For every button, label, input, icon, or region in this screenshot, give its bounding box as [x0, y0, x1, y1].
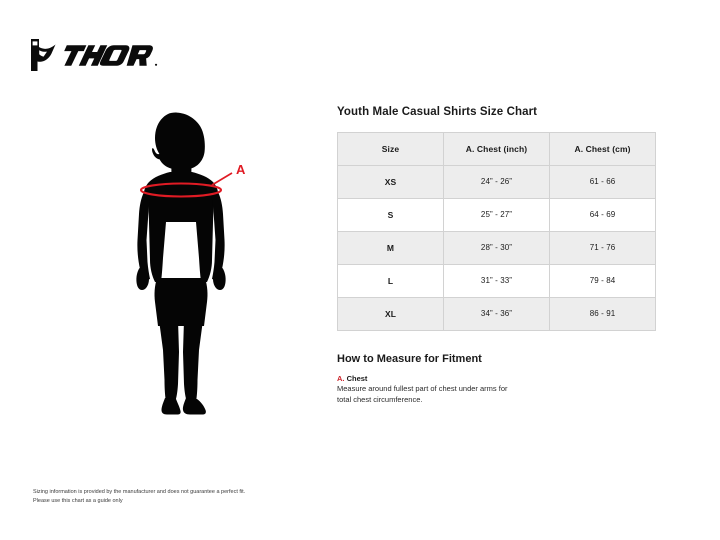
disclaimer-text: Sizing information is provided by the ma… [33, 488, 353, 506]
measure-item-key: A. [337, 373, 345, 383]
cell-chest-inch: 28” - 30” [443, 230, 550, 265]
table-row: S 25” - 27” 64 - 69 [337, 197, 656, 232]
body-silhouette [136, 112, 226, 415]
youth-silhouette-figure: A [108, 100, 268, 420]
cell-size: L [337, 263, 444, 298]
thor-wordmark [64, 45, 158, 66]
cell-size: M [337, 230, 444, 265]
measure-item-chest: A. Chest Measure around fullest part of … [337, 374, 657, 406]
cell-chest-inch: 31” - 33” [443, 263, 550, 298]
silhouette-svg: A [136, 112, 246, 415]
measure-item-description: Measure around fullest part of chest und… [337, 383, 508, 404]
cell-chest-cm: 61 - 66 [549, 164, 656, 199]
column-header-chest-inch: A. Chest (inch) [443, 131, 550, 166]
page-title: Youth Male Casual Shirts Size Chart [337, 106, 538, 118]
cell-chest-cm: 71 - 76 [549, 230, 656, 265]
chest-measure-annotation: A [139, 162, 246, 198]
measure-item-heading: A. Chest [337, 374, 657, 383]
cell-chest-inch: 25” - 27” [443, 197, 550, 232]
disclaimer-line-2: Please use this chart as a guide only [33, 498, 123, 505]
cell-size: XL [337, 296, 444, 331]
cell-chest-cm: 86 - 91 [549, 296, 656, 331]
how-to-measure-title: How to Measure for Fitment [337, 352, 482, 365]
table-row: XL 34” - 36” 86 - 91 [337, 296, 656, 331]
cell-chest-cm: 64 - 69 [549, 197, 656, 232]
table-row: XS 24” - 26” 61 - 66 [337, 164, 656, 199]
column-header-size: Size [337, 131, 444, 166]
table-row: L 31” - 33” 79 - 84 [337, 263, 656, 298]
chart-content: Youth Male Casual Shirts Size Chart Size… [337, 106, 657, 406]
cell-chest-cm: 79 - 84 [549, 263, 656, 298]
how-to-measure-section: How to Measure for Fitment A. Chest Meas… [337, 353, 657, 406]
size-chart-table: Size A. Chest (inch) A. Chest (cm) XS 24… [337, 131, 656, 331]
chest-measure-leader-line [211, 172, 233, 186]
cell-size: XS [337, 164, 444, 199]
measure-item-name: Chest [346, 373, 368, 383]
chest-measure-ellipse [139, 182, 223, 198]
table-row: M 28” - 30” 71 - 76 [337, 230, 656, 265]
column-header-chest-cm: A. Chest (cm) [549, 131, 656, 166]
thor-helmet-icon [31, 39, 56, 71]
table-header-row: Size A. Chest (inch) A. Chest (cm) [337, 131, 656, 166]
table-body: XS 24” - 26” 61 - 66 S 25” - 27” 64 - 69… [337, 164, 656, 331]
chest-measure-label: A [236, 162, 246, 177]
cell-size: S [337, 197, 444, 232]
disclaimer-line-1: Sizing information is provided by the ma… [33, 489, 246, 495]
table-header: Size A. Chest (inch) A. Chest (cm) [337, 131, 656, 166]
registered-mark [154, 63, 158, 66]
cell-chest-inch: 34” - 36” [443, 296, 550, 331]
thor-brand-logo [28, 36, 158, 74]
cell-chest-inch: 24” - 26” [443, 164, 550, 199]
